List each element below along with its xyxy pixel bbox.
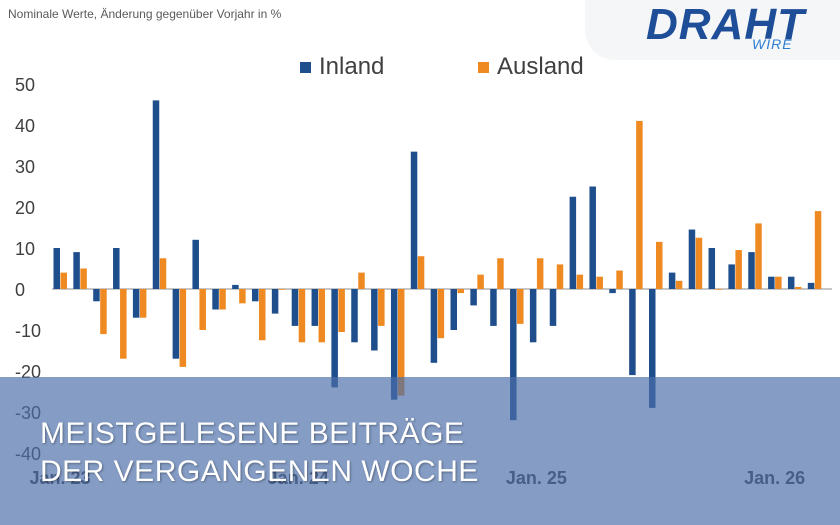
bar-ausland (139, 289, 147, 318)
bar-ausland (695, 237, 703, 289)
bar-inland (450, 289, 457, 330)
bar-inland (569, 196, 577, 289)
bar-inland (172, 289, 180, 359)
bar-inland (53, 248, 60, 289)
bar-ausland (80, 268, 87, 289)
bar-ausland (298, 289, 306, 343)
bar-ausland (259, 289, 266, 341)
bar-inland (291, 289, 299, 326)
bar-ausland (616, 270, 623, 289)
y-tick-label: 40 (15, 116, 35, 136)
bar-inland (271, 289, 279, 314)
bar-ausland (199, 289, 206, 330)
bar-ausland (477, 274, 484, 289)
y-tick-label: -10 (15, 321, 41, 341)
legend-item-ausland: Ausland (478, 52, 584, 82)
bar-inland (589, 186, 596, 289)
bar-ausland (457, 289, 464, 294)
bar-inland (549, 289, 557, 326)
bar-inland (73, 252, 80, 289)
bar-ausland (775, 276, 782, 289)
bar-ausland (536, 258, 544, 289)
bar-inland (331, 289, 338, 388)
bar-ausland (239, 289, 246, 304)
bar-inland (649, 289, 656, 408)
bar-ausland (517, 289, 524, 324)
headline-overlay (0, 377, 840, 525)
bar-inland (787, 276, 795, 289)
bar-ausland (437, 289, 445, 339)
bar-ausland (358, 272, 365, 289)
legend-swatch-inland (300, 61, 311, 73)
bar-ausland (397, 289, 405, 396)
bar-inland (311, 289, 319, 326)
bar-ausland (318, 289, 326, 343)
bar-ausland (814, 211, 822, 289)
legend-swatch-ausland (478, 61, 489, 73)
bar-ausland (794, 286, 802, 289)
bar-inland (609, 289, 616, 294)
bar-ausland (497, 258, 504, 289)
bar-inland (668, 272, 676, 289)
y-tick-label: 0 (15, 280, 25, 300)
bar-ausland (675, 280, 683, 289)
bar-ausland (179, 289, 187, 367)
bar-inland (212, 289, 219, 310)
y-tick-label: 20 (15, 198, 35, 218)
bar-ausland (159, 258, 167, 289)
bar-ausland (278, 289, 286, 290)
logo-subtitle: WIRE (752, 36, 793, 52)
bar-inland (490, 289, 497, 326)
bar-inland (152, 100, 160, 290)
bar-ausland (378, 289, 385, 326)
legend-label-ausland: Ausland (497, 53, 584, 80)
logo-wordmark: DRAHT (646, 0, 805, 49)
bar-ausland (120, 289, 127, 359)
bar-ausland (576, 274, 584, 289)
legend-item-inland: Inland (300, 52, 384, 82)
bar-inland (708, 248, 716, 289)
y-tick-label: 30 (15, 157, 35, 177)
bar-ausland (60, 272, 67, 289)
bar-inland (232, 284, 239, 289)
bar-inland (510, 289, 517, 421)
bar-inland (529, 289, 537, 343)
chart-subtitle: Nominale Werte, Änderung gegenüber Vorja… (8, 7, 282, 21)
bar-inland (132, 289, 140, 318)
bar-ausland (755, 223, 762, 289)
bar-inland (629, 289, 636, 376)
y-tick-label: 50 (15, 75, 35, 95)
bar-ausland (735, 250, 742, 289)
bar-inland (430, 289, 438, 363)
bar-inland (390, 289, 398, 400)
bar-ausland (219, 289, 226, 310)
bar-ausland (100, 289, 107, 335)
bar-ausland (556, 264, 564, 289)
headline-line-1: MEISTGELESENE BEITRÄGE (40, 417, 465, 450)
bar-inland (410, 151, 418, 289)
bar-ausland (715, 289, 723, 290)
legend-label-inland: Inland (319, 53, 385, 80)
logo-background (585, 0, 840, 60)
bar-ausland (596, 276, 603, 289)
bar-ausland (417, 256, 425, 289)
bar-inland (748, 252, 755, 289)
bar-ausland (636, 120, 643, 290)
y-tick-label: 10 (15, 239, 35, 259)
bar-ausland (656, 241, 663, 289)
bar-inland (93, 289, 100, 302)
bar-inland (192, 239, 199, 289)
bar-inland (807, 282, 815, 289)
bar-ausland (338, 289, 345, 333)
bar-inland (728, 264, 735, 289)
bar-inland (768, 276, 775, 289)
bar-inland (688, 229, 696, 289)
bar-inland (113, 248, 120, 289)
headline-line-2: DER VERGANGENEN WOCHE (40, 455, 479, 488)
bar-inland (470, 289, 477, 306)
bar-inland (252, 289, 259, 302)
bar-inland (351, 289, 358, 343)
bar-inland (371, 289, 378, 351)
